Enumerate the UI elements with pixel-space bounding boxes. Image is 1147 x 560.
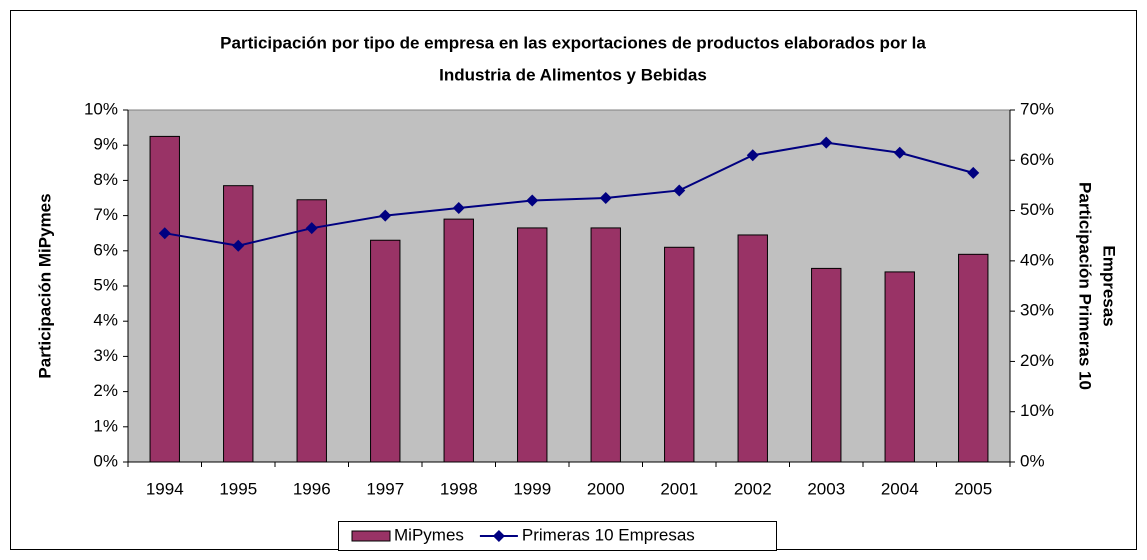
y-tick-label: 2%	[93, 381, 118, 400]
legend-marker	[492, 530, 505, 542]
y2-tick-label: 0%	[1020, 451, 1045, 470]
marker	[379, 209, 392, 222]
y2-axis-label: Participación Primeras 10	[1076, 182, 1095, 390]
legend-label: MiPymes	[394, 525, 464, 544]
bar	[737, 234, 768, 463]
legend-swatch	[351, 530, 391, 542]
x-tick-label: 2005	[954, 479, 992, 498]
y-tick-label: 6%	[93, 240, 118, 259]
x-tick-label: 1994	[146, 479, 184, 498]
x-tick-label: 1997	[366, 479, 404, 498]
marker	[526, 194, 539, 207]
legend-box	[338, 521, 777, 551]
y-tick-label: 1%	[93, 416, 118, 435]
y2-tick-label: 40%	[1020, 250, 1054, 269]
y2-tick-label: 20%	[1020, 351, 1054, 370]
y2-tick-label: 70%	[1020, 99, 1054, 118]
y-tick-label: 9%	[93, 135, 118, 154]
bar	[517, 227, 548, 463]
bar	[664, 246, 695, 463]
y2-tick-label: 10%	[1020, 401, 1054, 420]
bar	[958, 253, 989, 463]
marker	[746, 149, 759, 162]
y2-tick-label: 50%	[1020, 200, 1054, 219]
plot-area	[127, 109, 1011, 463]
y-tick-label: 3%	[93, 346, 118, 365]
bar	[590, 227, 621, 463]
y-tick-label: 0%	[93, 451, 118, 470]
y-tick-label: 7%	[93, 205, 118, 224]
marker	[158, 227, 171, 240]
marker	[599, 192, 612, 204]
y-tick-label: 10%	[84, 99, 118, 118]
bar	[296, 199, 327, 463]
y-axis-label: Participación MiPymes	[35, 193, 54, 378]
bar	[149, 135, 180, 463]
bar	[884, 271, 915, 463]
x-tick-label: 2001	[660, 479, 698, 498]
y2-tick-label: 60%	[1020, 150, 1054, 169]
marker	[820, 136, 833, 149]
y-tick-label: 8%	[93, 170, 118, 189]
x-tick-label: 1999	[513, 479, 551, 498]
marker	[967, 166, 980, 179]
bar	[811, 267, 842, 463]
chart-title: Participación por tipo de empresa en las…	[220, 33, 926, 52]
line	[164, 141, 974, 247]
x-tick-label: 1998	[440, 479, 478, 498]
y-tick-label: 4%	[93, 311, 118, 330]
marker	[305, 222, 318, 235]
bar	[223, 185, 254, 463]
y-tick-label: 5%	[93, 275, 118, 294]
y2-tick-label: 30%	[1020, 301, 1054, 320]
marker	[673, 184, 686, 197]
chart-title: Industria de Alimentos y Bebidas	[439, 65, 707, 84]
bar	[370, 239, 401, 463]
marker	[893, 146, 906, 159]
legend-label: Primeras 10 Empresas	[522, 525, 695, 544]
bar	[443, 218, 474, 463]
marker	[232, 239, 245, 252]
marker	[452, 202, 465, 215]
x-tick-label: 1995	[219, 479, 257, 498]
x-tick-label: 2002	[734, 479, 772, 498]
x-tick-label: 2000	[587, 479, 625, 498]
x-tick-label: 2003	[807, 479, 845, 498]
x-tick-label: 1996	[293, 479, 331, 498]
y2-axis-label: Empresas	[1100, 245, 1119, 326]
x-tick-label: 2004	[881, 479, 919, 498]
